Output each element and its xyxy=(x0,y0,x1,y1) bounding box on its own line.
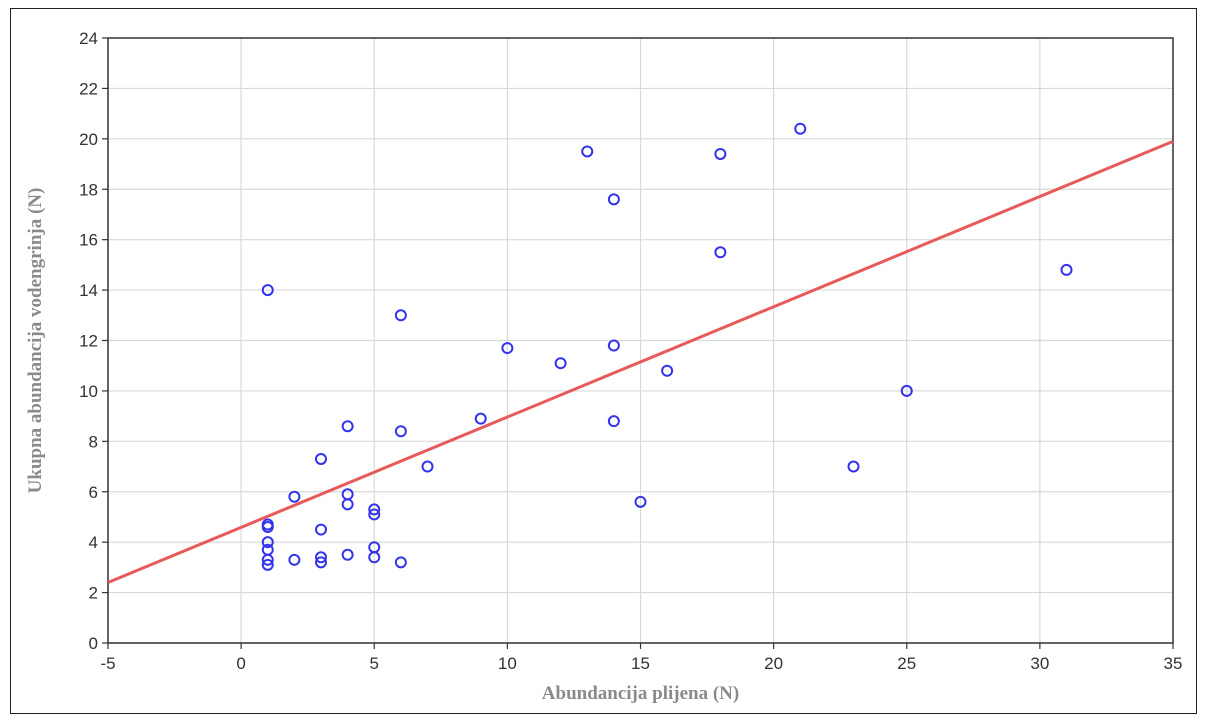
plot-area xyxy=(107,37,1174,644)
y-tick-label: 14 xyxy=(79,281,98,300)
x-tick-label: 35 xyxy=(1164,654,1183,673)
y-tick-label: 12 xyxy=(79,332,98,351)
data-points xyxy=(261,122,1073,571)
x-tick-label: -5 xyxy=(100,654,115,673)
x-tick-label: 20 xyxy=(764,654,783,673)
data-point xyxy=(501,342,514,355)
data-point xyxy=(261,553,274,566)
x-tick-label: 0 xyxy=(236,654,245,673)
data-point xyxy=(341,488,354,501)
data-point xyxy=(394,556,407,569)
data-point xyxy=(900,384,913,397)
data-point xyxy=(261,536,274,549)
data-point xyxy=(714,246,727,259)
data-point xyxy=(341,420,354,433)
data-point xyxy=(394,425,407,438)
data-point xyxy=(607,339,620,352)
data-point xyxy=(847,460,860,473)
data-point xyxy=(315,551,327,564)
y-tick-label: 6 xyxy=(89,483,98,502)
data-point xyxy=(554,357,567,370)
data-point xyxy=(394,309,407,322)
data-point xyxy=(261,284,274,297)
data-point xyxy=(421,460,434,473)
y-axis-label: Ukupna abundancija vodengrinja (N) xyxy=(25,188,46,494)
data-point xyxy=(368,551,381,564)
data-point xyxy=(261,521,274,534)
y-tick-label: 2 xyxy=(89,584,98,603)
x-tick-label: 30 xyxy=(1030,654,1049,673)
x-tick-label: 10 xyxy=(498,654,517,673)
data-point xyxy=(288,553,301,566)
data-point xyxy=(581,145,594,158)
data-point xyxy=(474,412,487,425)
data-point xyxy=(661,364,674,377)
data-point xyxy=(315,556,327,569)
y-tick-label: 22 xyxy=(79,79,98,98)
y-tick-label: 16 xyxy=(79,231,98,250)
chart-frame xyxy=(10,8,1197,714)
data-point xyxy=(261,558,274,571)
regression-line xyxy=(107,139,1174,584)
y-tick-label: 0 xyxy=(89,634,98,653)
grid-lines xyxy=(107,37,1174,644)
y-tick-label: 4 xyxy=(89,533,98,552)
x-tick-label: 5 xyxy=(370,654,379,673)
y-tick-label: 8 xyxy=(89,432,98,451)
x-axis-label: Abundancija plijena (N) xyxy=(542,683,739,704)
y-tick-label: 18 xyxy=(79,180,98,199)
data-point xyxy=(368,508,381,521)
y-tick-label: 10 xyxy=(79,382,98,401)
y-tick-label: 20 xyxy=(79,130,98,149)
data-point xyxy=(634,495,647,508)
data-point xyxy=(607,193,620,206)
x-tick-label: 25 xyxy=(897,654,916,673)
data-point xyxy=(1060,263,1073,276)
data-point xyxy=(368,503,381,516)
data-point xyxy=(794,122,807,135)
data-point xyxy=(315,523,327,536)
data-point xyxy=(288,490,301,503)
data-point xyxy=(315,452,327,465)
data-point xyxy=(607,415,620,428)
data-point xyxy=(341,548,354,561)
data-point xyxy=(341,498,354,511)
data-point xyxy=(714,147,727,160)
x-tick-label: 15 xyxy=(631,654,650,673)
x-axis-ticks: -5 0 5 10 15 20 25 30 35 xyxy=(100,643,1182,673)
y-tick-label: 24 xyxy=(79,29,98,48)
